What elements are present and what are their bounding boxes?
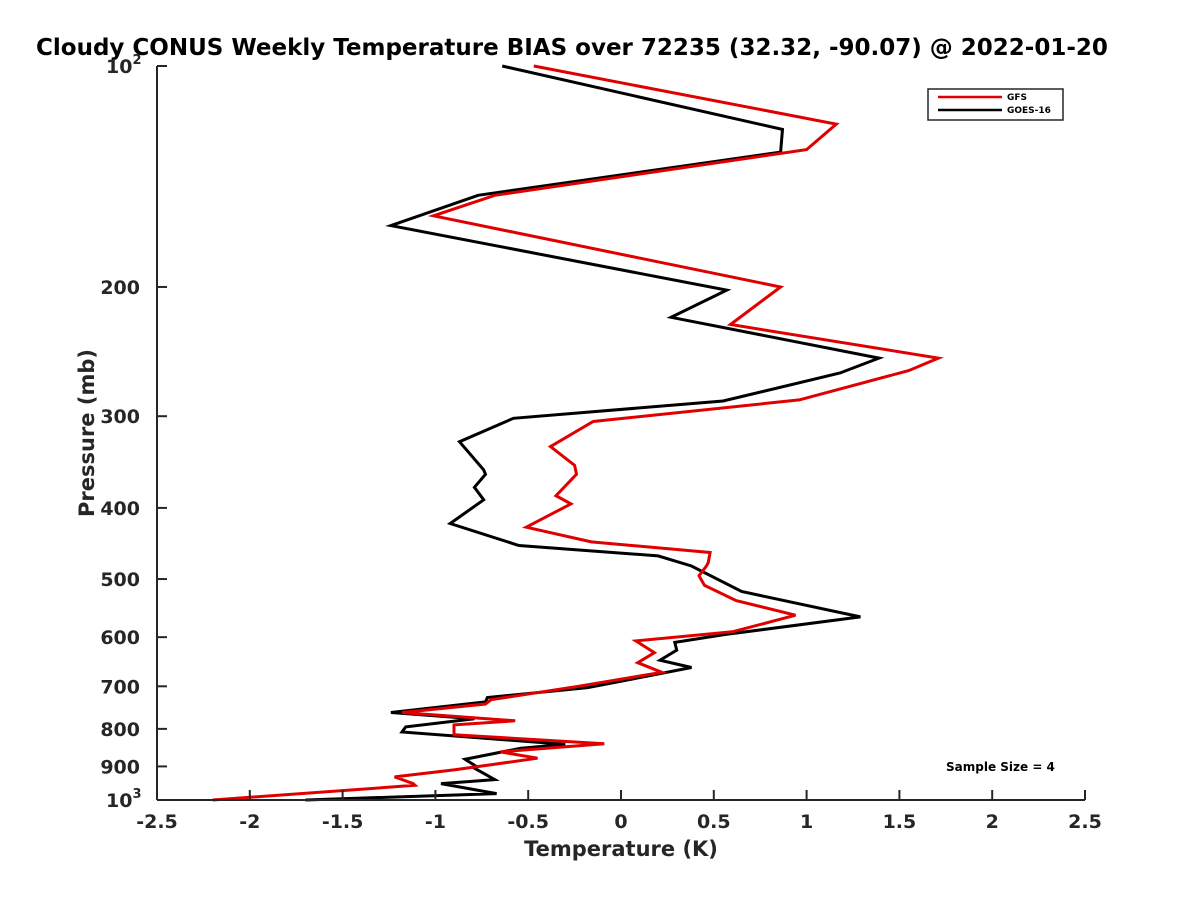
y-tick-label: 400 xyxy=(100,498,140,520)
y-axis-label: Pressure (mb) xyxy=(75,349,99,517)
series-line-1 xyxy=(305,64,885,802)
plot-series xyxy=(212,64,944,802)
x-tick-label: -1 xyxy=(425,811,446,833)
x-tick-label: -2 xyxy=(239,811,260,833)
y-tick-label: 700 xyxy=(100,676,140,698)
sample-size-note: Sample Size = 4 xyxy=(946,760,1055,774)
x-tick-label: 2.5 xyxy=(1068,811,1102,833)
y-tick-label: 200 xyxy=(100,277,140,299)
legend-label-0: GFS xyxy=(1007,93,1027,103)
y-tick-label: 800 xyxy=(100,719,140,741)
x-tick-label: 0.5 xyxy=(697,811,731,833)
x-tick-label: 1 xyxy=(800,811,813,833)
y-tick-label: 300 xyxy=(100,406,140,428)
y-tick-label: 500 xyxy=(100,569,140,591)
x-axis-label: Temperature (K) xyxy=(524,837,718,861)
x-tick-label: 0 xyxy=(614,811,627,833)
x-tick-label: -1.5 xyxy=(322,811,364,833)
legend-label-1: GOES-16 xyxy=(1007,106,1051,116)
chart-title: Cloudy CONUS Weekly Temperature BIAS ove… xyxy=(36,35,1108,61)
y-tick-label: 102 xyxy=(106,53,142,78)
y-tick-label: 103 xyxy=(106,787,142,812)
series-line-0 xyxy=(212,64,944,802)
x-tick-label: 2 xyxy=(986,811,999,833)
y-axis: 102 200 300 400 500 600 700 800 900 103 xyxy=(100,53,167,812)
y-tick-label: 900 xyxy=(100,756,140,778)
legend: GFS GOES-16 xyxy=(927,88,1064,121)
x-tick-label: -2.5 xyxy=(136,811,178,833)
legend-box xyxy=(927,88,1064,121)
x-tick-label: 1.5 xyxy=(883,811,917,833)
x-tick-label: -0.5 xyxy=(507,811,549,833)
y-tick-label: 600 xyxy=(100,627,140,649)
x-axis: -2.5 -2 -1.5 -1 -0.5 0 0.5 1 1.5 2 2.5 xyxy=(136,790,1102,833)
